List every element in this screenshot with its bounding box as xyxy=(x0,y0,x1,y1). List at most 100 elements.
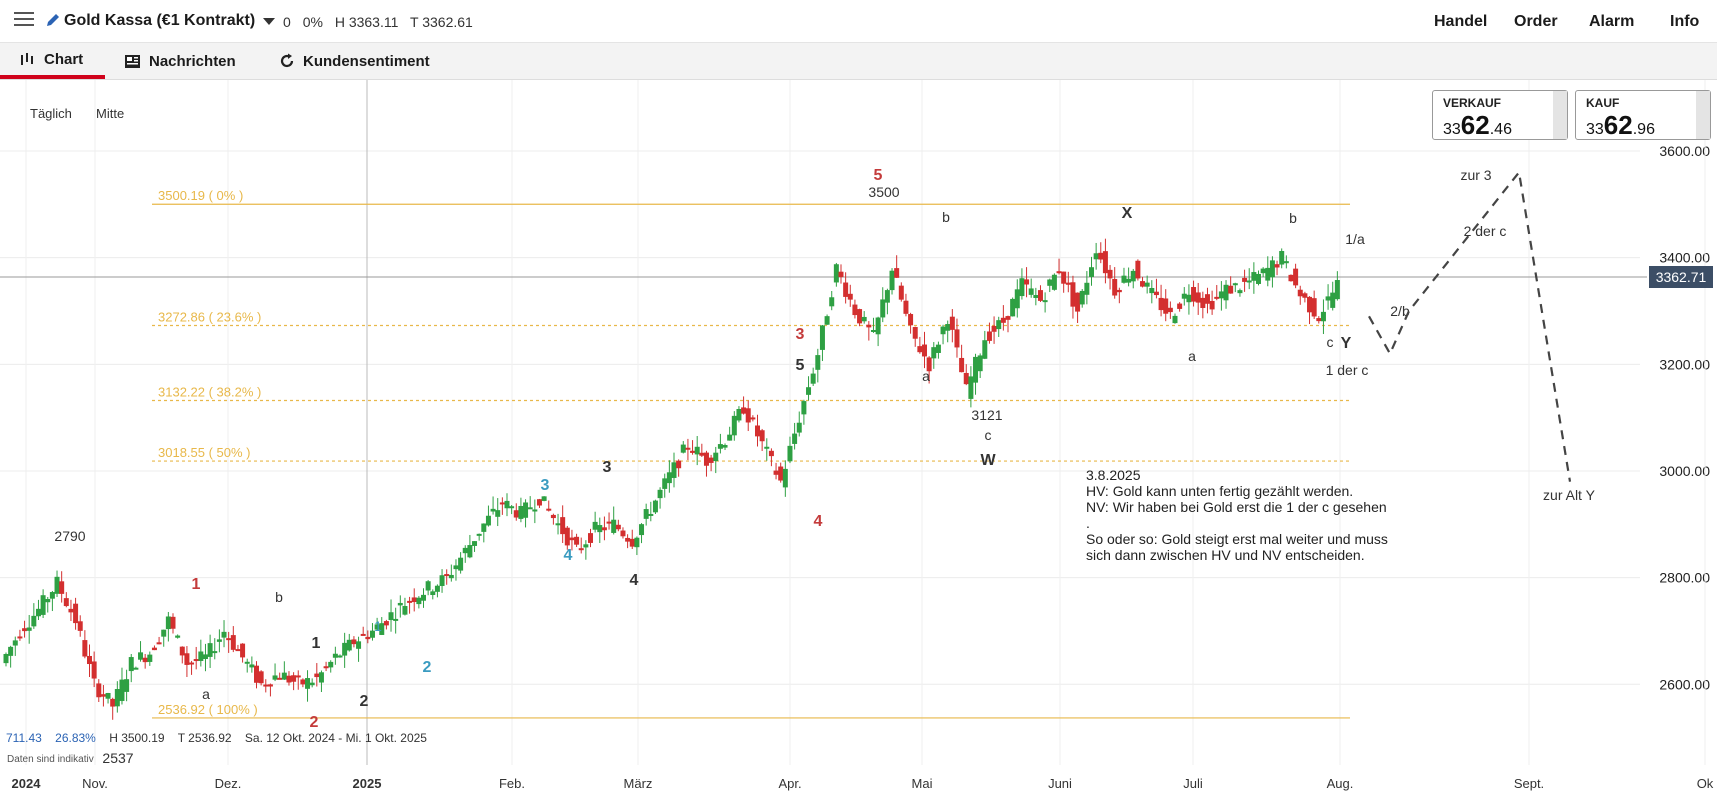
candle-body xyxy=(1195,292,1201,303)
candle-body xyxy=(523,502,529,518)
wave-label: zur 3 xyxy=(1460,167,1491,183)
interval-selector[interactable]: Täglich xyxy=(30,106,72,121)
candle-body xyxy=(801,401,807,415)
candle-body xyxy=(870,329,876,332)
candle-body xyxy=(875,317,881,335)
tab-chart[interactable]: Chart xyxy=(0,43,105,79)
candle-body xyxy=(611,519,617,533)
candle-body xyxy=(750,417,756,420)
candle-body xyxy=(1089,267,1094,277)
candle-body xyxy=(764,446,770,449)
candle-body xyxy=(745,408,751,423)
candle-body xyxy=(244,661,250,664)
candle-body xyxy=(666,472,672,484)
candle-body xyxy=(138,652,144,660)
wave-label: a xyxy=(1188,348,1196,364)
candle-body xyxy=(1325,296,1331,301)
candle-body xyxy=(1181,293,1187,299)
wave-label: b xyxy=(275,589,283,605)
candle-body xyxy=(142,657,148,663)
candle-body xyxy=(388,612,394,621)
tab-kundensentiment[interactable]: Kundensentiment xyxy=(279,43,430,79)
candle-body xyxy=(1204,294,1210,304)
x-tick-label: Aug. xyxy=(1327,776,1354,791)
wave-label: a xyxy=(922,368,930,384)
chevron-down-icon[interactable] xyxy=(263,18,275,25)
candle-body xyxy=(792,433,798,444)
candle-body xyxy=(727,434,733,441)
buy-price-box[interactable]: KAUF 3362.96 xyxy=(1575,90,1711,140)
instrument-title[interactable]: Gold Kassa (€1 Kontrakt) xyxy=(64,12,256,29)
candle-body xyxy=(369,630,375,638)
candle-body xyxy=(1075,292,1081,312)
wave-label: 3500 xyxy=(868,184,899,200)
candle-body xyxy=(620,530,626,537)
candle-body xyxy=(170,616,176,629)
nav-info[interactable]: Info xyxy=(1670,13,1700,30)
wave-label: 4 xyxy=(814,513,823,530)
price-chart[interactable]: 3600.00 3400.00 3200.00 3000.00 2800.00 2600.… xyxy=(0,80,1717,796)
candle-body xyxy=(421,594,426,601)
candle-body xyxy=(652,500,658,513)
candle-body xyxy=(894,268,900,278)
candle-body xyxy=(504,500,510,509)
nav-handel[interactable]: Handel xyxy=(1434,13,1488,30)
candle-body xyxy=(903,300,909,314)
sell-price-dec: .46 xyxy=(1489,121,1512,138)
candle-body xyxy=(588,533,593,543)
candle-body xyxy=(796,422,802,433)
candle-body xyxy=(639,524,645,536)
candle-body xyxy=(513,510,519,518)
candle-body xyxy=(309,682,315,686)
candle-body xyxy=(940,326,946,335)
nav-order[interactable]: Order xyxy=(1514,13,1558,30)
candle-body xyxy=(1177,303,1183,309)
candle-body xyxy=(1232,283,1238,286)
nav-alarm[interactable]: Alarm xyxy=(1589,13,1635,30)
candle-body xyxy=(105,692,111,699)
candle-body xyxy=(1293,268,1299,286)
menu-icon[interactable] xyxy=(14,12,34,28)
sell-price-box[interactable]: VERKAUF 3362.46 xyxy=(1432,90,1568,140)
wave-label: 2 xyxy=(310,714,319,731)
candle-body xyxy=(1172,315,1178,324)
pencil-icon[interactable] xyxy=(46,13,60,27)
x-tick-label: Sept. xyxy=(1514,776,1544,791)
candle-body xyxy=(662,478,668,489)
wave-label: b xyxy=(942,209,950,225)
x-tick-label: Nov. xyxy=(82,776,108,791)
footer-percent: 26.83% xyxy=(55,731,96,745)
candle-body xyxy=(968,376,974,399)
candle-body xyxy=(954,329,960,348)
candle-body xyxy=(509,506,515,509)
candle-body xyxy=(161,629,167,637)
wave-label: 3 xyxy=(796,326,805,343)
candle-body xyxy=(179,646,185,656)
candle-body xyxy=(1237,290,1243,294)
candle-body xyxy=(555,523,561,526)
candle-body xyxy=(657,489,663,499)
candle-body xyxy=(198,651,204,661)
candle-body xyxy=(481,523,487,532)
candle-body xyxy=(407,600,413,603)
tab-nachrichten[interactable]: Nachrichten xyxy=(124,43,236,79)
candle-body xyxy=(708,457,714,463)
refresh-icon xyxy=(280,53,294,68)
candle-body xyxy=(165,616,171,630)
candle-body xyxy=(703,452,709,466)
candle-body xyxy=(606,521,612,524)
candle-body xyxy=(193,659,199,662)
candle-body xyxy=(1005,316,1011,320)
price-type-selector[interactable]: Mitte xyxy=(96,106,125,121)
y-tick-label: 3200.00 xyxy=(1659,356,1710,372)
candle-body xyxy=(1218,291,1224,299)
candle-body xyxy=(351,639,357,645)
candle-body xyxy=(1014,289,1020,309)
candle-body xyxy=(986,331,992,341)
candle-body xyxy=(866,324,872,328)
wave-label: zur Alt Y xyxy=(1543,487,1596,503)
candle-body xyxy=(1084,282,1090,295)
candle-body xyxy=(963,372,969,385)
candle-body xyxy=(1102,251,1108,274)
candle-body xyxy=(671,462,677,478)
